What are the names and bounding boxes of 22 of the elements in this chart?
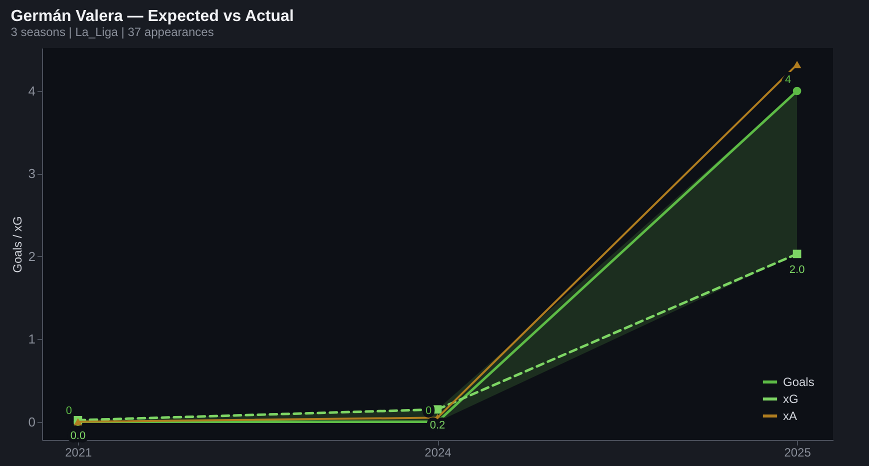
- point: [792, 86, 802, 96]
- y-tick-label: 4: [28, 84, 36, 99]
- x-tick-label: 2025: [784, 446, 812, 460]
- data-label: 4: [784, 74, 792, 86]
- point: [792, 60, 802, 68]
- x-tick-label: 2021: [65, 446, 92, 460]
- data-label: 0: [66, 404, 72, 417]
- y-axis-title: Goals / xG: [10, 216, 24, 273]
- legend-label: Goals: [783, 375, 814, 389]
- y-tick-label: 3: [28, 166, 36, 182]
- data-label: 0.2: [430, 419, 446, 432]
- y-tick-label: 0: [28, 414, 36, 430]
- data-label: 2.0: [789, 264, 805, 276]
- legend-label: xA: [783, 409, 798, 423]
- x-tick-label: 2024: [424, 446, 452, 460]
- chart-subtitle: 3 seasons | La_Liga | 37 appearances: [10, 25, 214, 39]
- chart-title: Germán Valera — Expected vs Actual: [10, 8, 294, 25]
- legend-label: xG: [783, 392, 798, 406]
- point: [792, 250, 802, 258]
- y-tick-label: 2: [28, 248, 36, 264]
- data-label: 0.0: [70, 430, 86, 442]
- y-tick-label: 1: [28, 332, 36, 347]
